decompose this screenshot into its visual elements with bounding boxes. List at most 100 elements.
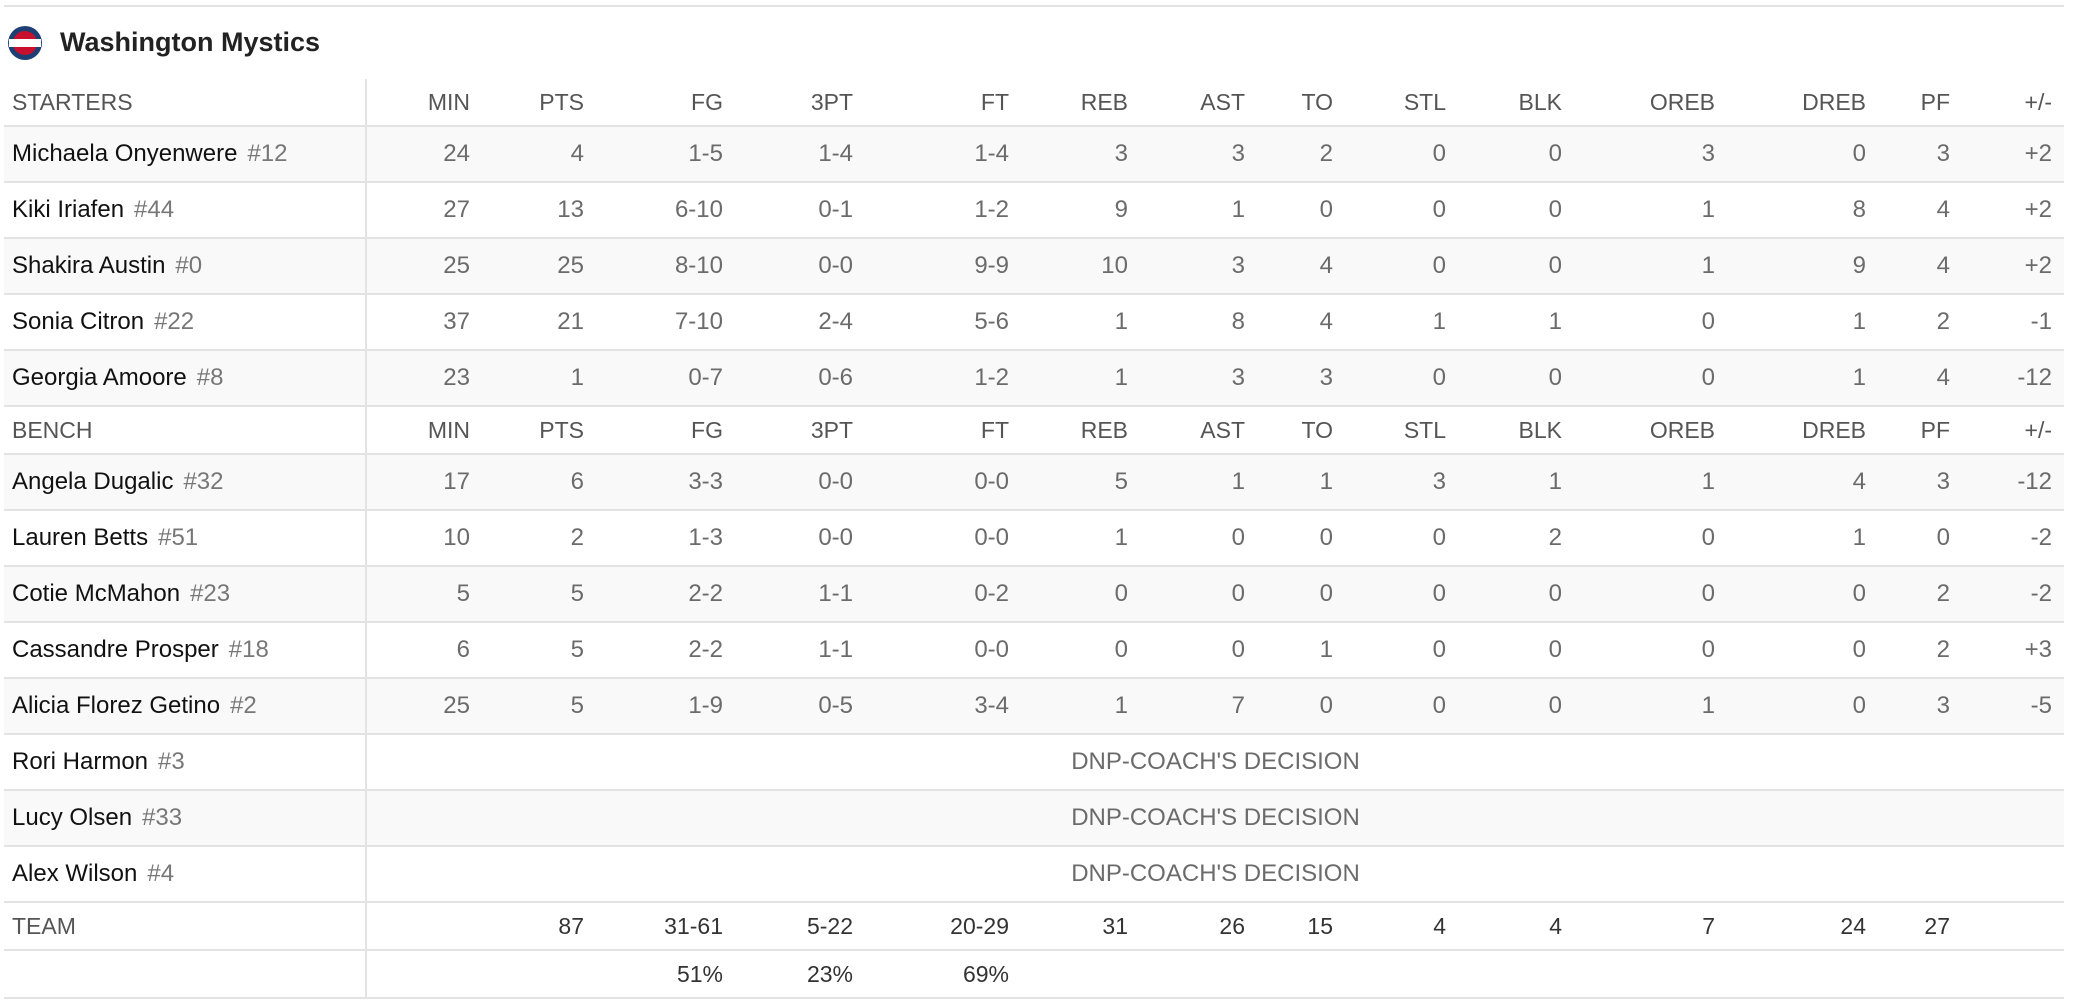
stat: 24: [443, 140, 470, 167]
section-header: BENCH MIN PTS FG 3PT FT REB AST TO STL BLK OREB DREB…: [4, 407, 2064, 455]
dnp-note: DNP-COACH'S DECISION: [1071, 748, 1360, 775]
player-number: #44: [134, 196, 175, 223]
divider: [365, 567, 367, 621]
team-stat: 4: [1433, 912, 1446, 939]
stat: 3: [1114, 140, 1128, 167]
divider: [365, 903, 367, 949]
stat: 5: [1114, 468, 1128, 495]
team-stat: 24: [1840, 912, 1866, 939]
stat: 1-4: [974, 140, 1009, 167]
stat: 1-4: [818, 140, 853, 167]
stat: 1: [1701, 468, 1715, 495]
stat: 0: [1701, 524, 1715, 551]
stat: 0: [1432, 524, 1446, 551]
stat: 1: [1231, 468, 1245, 495]
player: Lauren Betts #51: [12, 511, 198, 565]
stat: 3: [1936, 692, 1950, 719]
stat: 7: [1231, 692, 1245, 719]
stat: 3: [1231, 252, 1245, 279]
stat: 2-4: [818, 308, 853, 335]
stat: 0-0: [818, 252, 853, 279]
player-name: Cotie McMahon: [12, 580, 181, 607]
stat: 2: [1319, 140, 1333, 167]
divider: [365, 847, 367, 901]
stat: 0: [1548, 580, 1562, 607]
stat: -12: [2017, 468, 2052, 495]
divider: [365, 455, 367, 509]
player-row: Kiki Iriafen #44 27 13 6-10 0-1 1-2 9 1 0 0 0 1 8 4 +2: [4, 183, 2064, 239]
divider: [365, 183, 367, 237]
team-percent: 23%: [806, 960, 853, 987]
column-header: OREB: [1649, 88, 1715, 115]
stat: -2: [2030, 580, 2052, 607]
stat: 4: [1319, 308, 1333, 335]
stat: 1: [570, 364, 584, 391]
player-name: Alex Wilson: [12, 860, 138, 887]
stat: 6: [570, 468, 584, 495]
stat: 1-5: [688, 140, 723, 167]
stat: -5: [2030, 692, 2052, 719]
player: Lucy Olsen #33: [12, 791, 182, 845]
stat: 0: [1548, 692, 1562, 719]
stat: 0-7: [688, 364, 723, 391]
team-name: Washington Mystics: [60, 26, 321, 57]
stat: 2: [570, 524, 584, 551]
stat: 0: [1852, 636, 1866, 663]
stat: 1: [1548, 308, 1562, 335]
stat: 1: [1432, 308, 1446, 335]
divider: [365, 295, 367, 349]
stat: 3: [1231, 364, 1245, 391]
stat: +3: [2024, 636, 2052, 663]
stat: 1: [1852, 524, 1866, 551]
stat: 25: [443, 692, 470, 719]
stat: 0-0: [974, 636, 1009, 663]
player-row: Cotie McMahon #23 5 5 2-2 1-1 0-2 0 0 0 0 0 0 0 2 -2: [4, 567, 2064, 623]
stat: 0-2: [974, 580, 1009, 607]
dnp-note: DNP-COACH'S DECISION: [1071, 860, 1360, 887]
stat: 9: [1114, 196, 1128, 223]
column-header: MIN: [427, 416, 470, 443]
stat: 0: [1701, 636, 1715, 663]
player-row: Lucy Olsen #33 DNP-COACH'S DECISION: [4, 791, 2064, 847]
stat: 5-6: [974, 308, 1009, 335]
percent-row: 51% 23% 69%: [4, 951, 2064, 999]
stat: 8-10: [674, 252, 723, 279]
stat: 27: [443, 196, 470, 223]
stat: 3: [1432, 468, 1446, 495]
player-number: #32: [183, 468, 224, 495]
stat: 1: [1319, 468, 1333, 495]
column-header: DREB: [1802, 416, 1866, 443]
stat: +2: [2024, 252, 2052, 279]
stat: 2: [1936, 308, 1950, 335]
stat: 1-3: [688, 524, 723, 551]
stat: 0-5: [818, 692, 853, 719]
player-name: Sonia Citron: [12, 308, 145, 335]
column-header: STL: [1403, 416, 1446, 443]
player-number: #2: [230, 692, 257, 719]
team-label: TEAM: [12, 912, 76, 939]
stat: 0: [1548, 636, 1562, 663]
stat: 0: [1548, 140, 1562, 167]
column-header: PTS: [539, 416, 584, 443]
stat: 1: [1852, 364, 1866, 391]
stat: 21: [557, 308, 584, 335]
stat: 0-1: [818, 196, 853, 223]
player: Michaela Onyenwere #12: [12, 127, 288, 181]
stat: 1: [1701, 252, 1715, 279]
player: Alex Wilson #4: [12, 847, 174, 901]
stat: 10: [1101, 252, 1128, 279]
stat: 0: [1231, 636, 1245, 663]
divider: [365, 239, 367, 293]
stat: 17: [443, 468, 470, 495]
stat: 0: [1319, 196, 1333, 223]
stat: 1: [1114, 364, 1128, 391]
team-logo: [8, 26, 42, 60]
stat: 2: [1936, 580, 1950, 607]
stat: 5: [570, 580, 584, 607]
player: Sonia Citron #22: [12, 295, 194, 349]
stat: 0: [1432, 636, 1446, 663]
stat: 1-1: [818, 636, 853, 663]
stat: 0: [1548, 196, 1562, 223]
player: Kiki Iriafen #44: [12, 183, 174, 237]
stat: 0-6: [818, 364, 853, 391]
